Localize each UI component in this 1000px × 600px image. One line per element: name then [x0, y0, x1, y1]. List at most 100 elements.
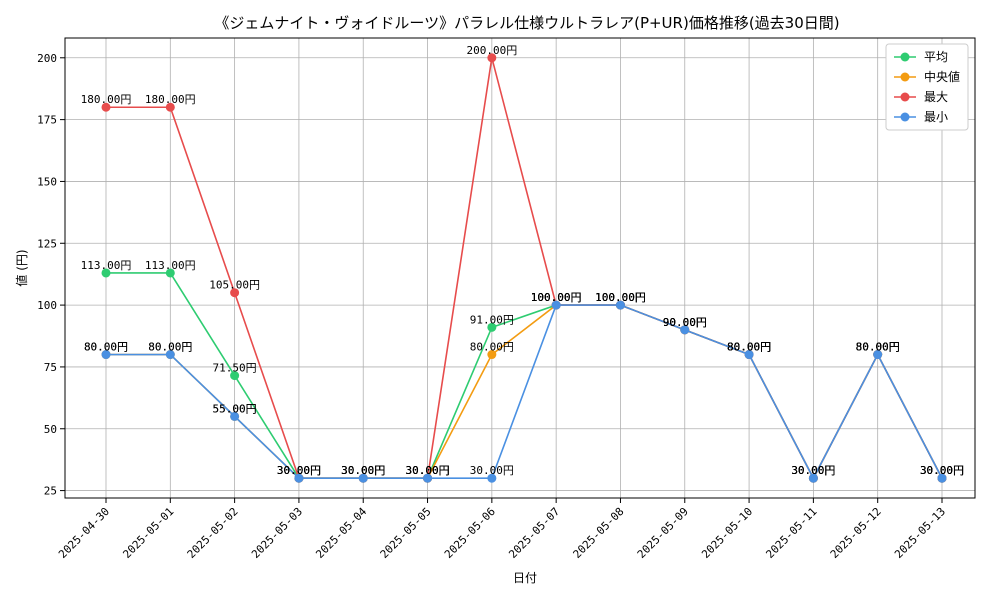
y-tick-label: 25: [44, 485, 57, 498]
data-label: 80.00円: [727, 341, 771, 354]
legend-label: 最小: [924, 110, 948, 124]
x-tick-label: 2025-05-10: [699, 505, 755, 561]
x-tick-label: 2025-05-09: [635, 505, 691, 561]
data-label: 105.00円: [209, 279, 260, 292]
x-tick-label: 2025-05-11: [763, 505, 819, 561]
data-label: 30.00円: [277, 464, 321, 477]
legend-marker: [900, 112, 910, 122]
data-label: 30.00円: [920, 464, 964, 477]
data-label: 200.00円: [466, 44, 517, 57]
x-tick-label: 2025-04-30: [56, 505, 112, 561]
y-tick-label: 100: [37, 299, 57, 312]
data-point: [937, 473, 947, 483]
data-label: 100.00円: [595, 291, 646, 304]
data-point: [487, 473, 497, 483]
data-label: 80.00円: [856, 341, 900, 354]
y-tick-label: 175: [37, 114, 57, 127]
x-tick-label: 2025-05-03: [249, 505, 305, 561]
x-tick-label: 2025-05-13: [892, 505, 948, 561]
data-point: [680, 325, 690, 335]
data-label: 30.00円: [405, 464, 449, 477]
x-tick-label: 2025-05-08: [571, 505, 627, 561]
data-label: 30.00円: [791, 464, 835, 477]
data-label: 80.00円: [84, 341, 128, 354]
data-label: 100.00円: [531, 291, 582, 304]
data-label: 80.00円: [727, 341, 771, 354]
data-label: 90.00円: [663, 316, 707, 329]
data-label: 80.00円: [148, 341, 192, 354]
data-label: 30.00円: [405, 464, 449, 477]
series-line-3: [106, 304, 943, 480]
data-point: [165, 350, 175, 360]
data-label: 80.00円: [470, 341, 514, 354]
data-label: 30.00円: [470, 464, 514, 477]
x-tick-label: 2025-05-12: [828, 505, 884, 561]
data-label: 55.00円: [213, 402, 257, 415]
data-point: [808, 473, 818, 483]
data-label: 90.00円: [663, 316, 707, 329]
legend-marker: [900, 72, 910, 82]
data-point: [230, 411, 240, 421]
data-label: 90.00円: [663, 316, 707, 329]
data-label: 30.00円: [341, 464, 385, 477]
legend-marker: [900, 52, 910, 62]
y-tick-label: 50: [44, 423, 57, 436]
x-tick-label: 2025-05-01: [120, 505, 176, 561]
data-point: [358, 473, 368, 483]
y-tick-label: 75: [44, 361, 57, 374]
data-label: 180.00円: [145, 93, 196, 106]
chart-title: 《ジェムナイト・ヴォイドルーツ》パラレル仕様ウルトラレア(P+UR)価格推移(過…: [214, 14, 839, 32]
y-tick-label: 200: [37, 52, 57, 65]
data-point: [487, 53, 497, 63]
data-label: 30.00円: [341, 464, 385, 477]
data-label: 30.00円: [277, 464, 321, 477]
data-point: [101, 102, 111, 112]
data-label: 180.00円: [81, 93, 132, 106]
data-label: 80.00円: [727, 341, 771, 354]
data-label: 30.00円: [791, 464, 835, 477]
data-point: [615, 300, 625, 310]
series-layer: [101, 53, 947, 483]
data-label: 30.00円: [405, 464, 449, 477]
legend-label: 平均: [924, 50, 948, 64]
data-label: 113.00円: [145, 259, 196, 272]
data-label: 80.00円: [727, 341, 771, 354]
legend-label: 中央値: [924, 69, 960, 84]
data-point: [423, 473, 433, 483]
data-point: [230, 288, 240, 298]
data-label: 71.50円: [213, 362, 257, 375]
data-label: 30.00円: [341, 464, 385, 477]
data-label: 100.00円: [531, 291, 582, 304]
y-axis-label: 値 (円): [14, 249, 29, 286]
data-label: 30.00円: [341, 464, 385, 477]
data-point: [165, 268, 175, 278]
data-label: 100.00円: [595, 291, 646, 304]
data-point: [487, 322, 497, 332]
data-point: [487, 350, 497, 360]
data-label: 30.00円: [791, 464, 835, 477]
data-label-layer: 113.00円 113.00円 71.50円 30.00円 30.00円 30.00円 91…: [81, 44, 964, 477]
data-label: 90.00円: [663, 316, 707, 329]
data-point: [551, 300, 561, 310]
x-tick-label: 2025-05-06: [442, 505, 498, 561]
legend-marker: [900, 92, 910, 102]
y-tick-label: 125: [37, 237, 57, 250]
data-label: 30.00円: [920, 464, 964, 477]
data-point: [165, 102, 175, 112]
data-label: 91.00円: [470, 313, 514, 326]
data-label: 80.00円: [856, 341, 900, 354]
axis-layer: 2025-04-30 2025-05-01 2025-05-02 2025-05-03…: [37, 37, 976, 561]
data-label: 100.00円: [595, 291, 646, 304]
legend-box: [885, 43, 969, 131]
data-label: 30.00円: [791, 464, 835, 477]
data-label: 100.00円: [531, 291, 582, 304]
y-tick-label: 150: [37, 175, 57, 188]
data-point: [101, 268, 111, 278]
x-tick-label: 2025-05-07: [506, 505, 562, 561]
data-label: 113.00円: [81, 259, 132, 272]
x-axis-label: 日付: [513, 571, 537, 585]
x-tick-label: 2025-05-04: [313, 505, 369, 561]
